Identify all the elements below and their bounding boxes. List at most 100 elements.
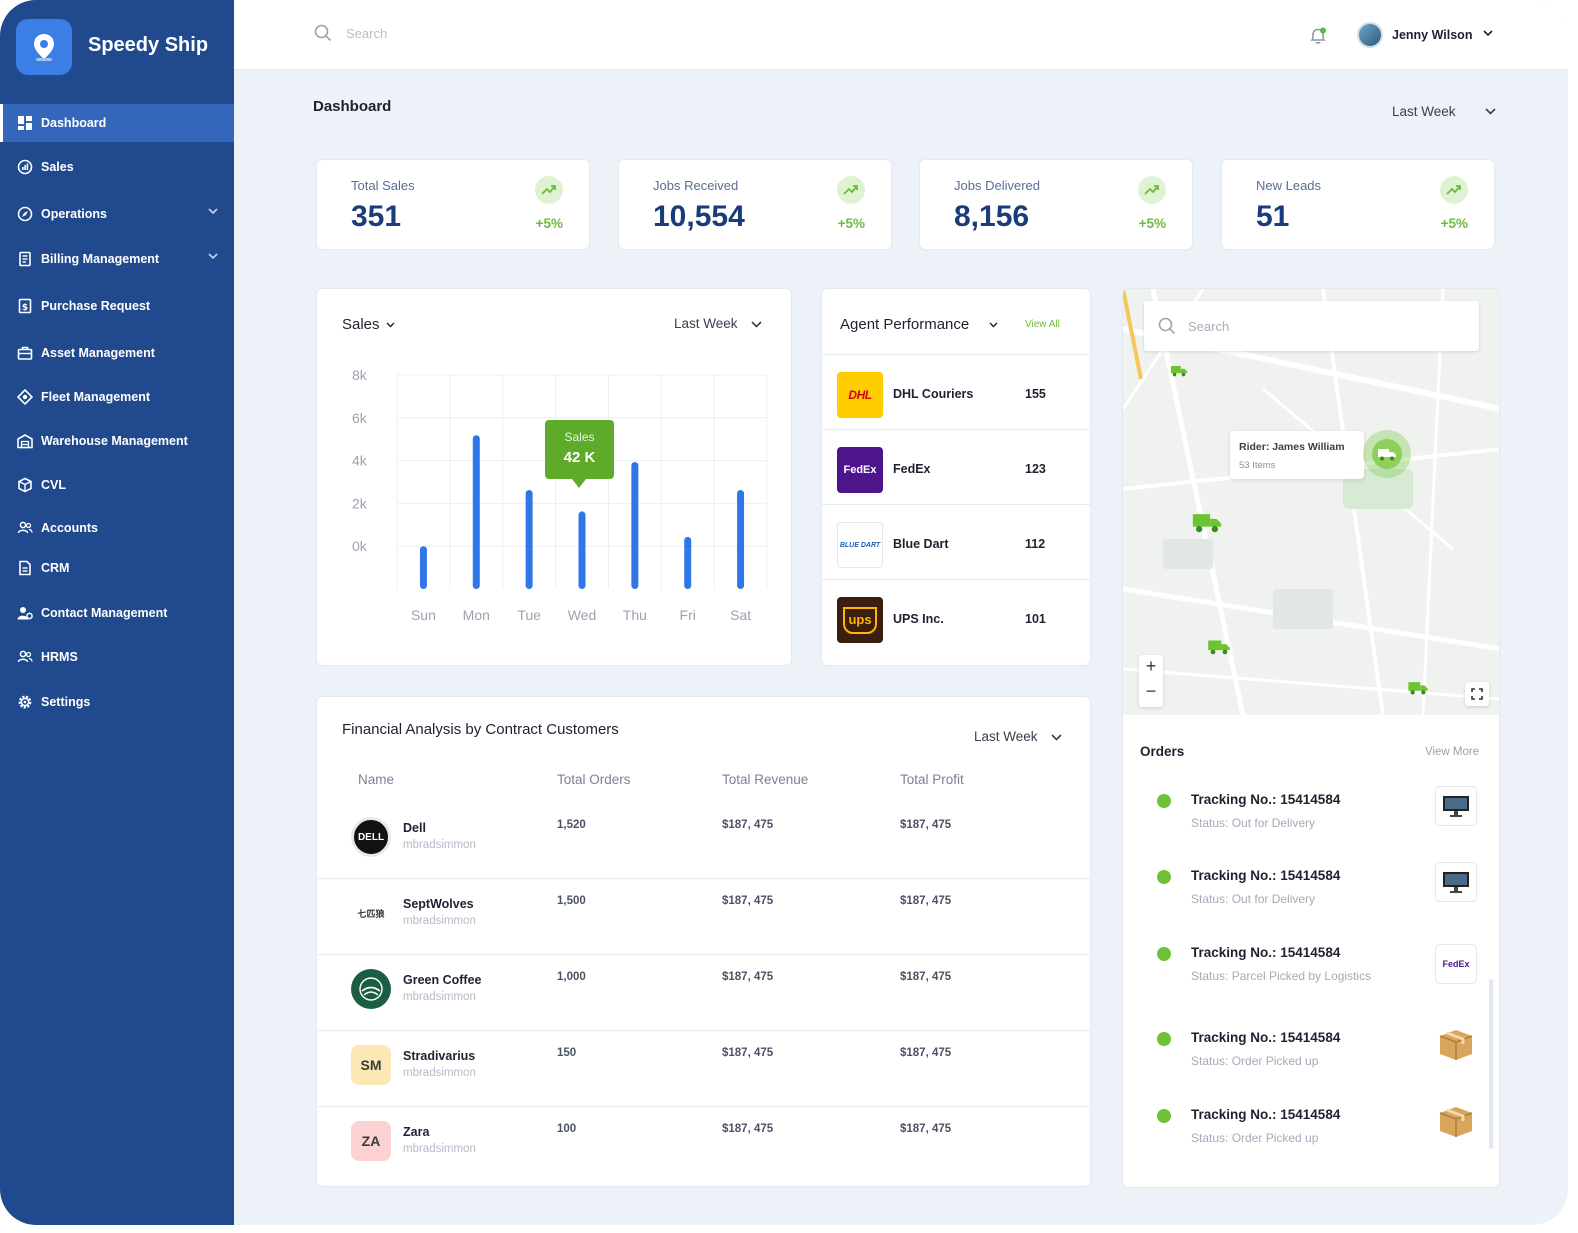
truck-icon[interactable]	[1407, 680, 1429, 695]
box-icon	[17, 477, 33, 493]
table-row[interactable]: 七匹狼 SeptWolves mbradsimmon 1,500 $187, 4…	[317, 879, 1091, 955]
bar-sat[interactable]	[737, 490, 745, 589]
user-name[interactable]: Jenny Wilson	[1392, 28, 1473, 42]
zoom-out-button[interactable]: −	[1145, 681, 1157, 701]
column-header-name[interactable]: Name	[358, 772, 395, 787]
chevron-down-icon[interactable]	[1485, 108, 1496, 115]
trend-up-icon	[837, 176, 865, 204]
total-orders: 1,520	[557, 819, 586, 831]
package-icon	[1435, 1101, 1477, 1141]
status-dot	[1157, 870, 1171, 884]
trend-up-icon	[1138, 176, 1166, 204]
column-header-profit[interactable]: Total Profit	[900, 772, 964, 787]
total-profit: $187, 475	[900, 1123, 952, 1135]
sales-period-select[interactable]: Last Week	[674, 316, 738, 331]
order-item[interactable]: Tracking No.: 15414584 Status: Order Pic…	[1123, 1101, 1499, 1171]
sidebar-item-crm[interactable]: CRM	[0, 549, 234, 587]
sidebar-item-fleet-management[interactable]: Fleet Management	[0, 378, 234, 416]
truck-icon[interactable]	[1207, 638, 1231, 655]
orders-scrollbar[interactable]	[1489, 979, 1493, 1149]
chart-icon	[17, 159, 33, 175]
order-status: Status: Order Picked up	[1191, 1054, 1319, 1068]
dashboard-icon	[17, 115, 33, 131]
bar-fri[interactable]	[684, 536, 692, 589]
notification-bell-icon[interactable]	[1308, 26, 1328, 46]
map-zoom-control: + −	[1139, 655, 1163, 707]
x-tick-label: Mon	[463, 607, 490, 623]
bar-wed[interactable]	[578, 511, 586, 589]
bar-mon[interactable]	[472, 435, 480, 589]
sidebar-item-sales[interactable]: Sales	[0, 148, 234, 186]
bar-sun[interactable]	[419, 546, 427, 589]
kpi-label: Jobs Delivered	[954, 178, 1040, 193]
map-streets	[1123, 289, 1499, 715]
total-revenue: $187, 475	[722, 819, 774, 831]
sidebar-item-dashboard[interactable]: Dashboard	[0, 104, 234, 142]
financial-period-select[interactable]: Last Week	[974, 729, 1038, 744]
view-more-link[interactable]: View More	[1425, 746, 1480, 758]
customer-name: Zara	[403, 1125, 430, 1139]
sidebar-item-accounts[interactable]: Accounts	[0, 509, 234, 547]
order-item[interactable]: Tracking No.: 15414584 Status: Out for D…	[1123, 862, 1499, 932]
search-input[interactable]: Search	[346, 25, 388, 41]
agent-row[interactable]: DHL DHL Couriers 155	[822, 354, 1092, 429]
sidebar-item-operations[interactable]: Operations	[0, 195, 234, 233]
truck-icon[interactable]	[1191, 511, 1223, 533]
bar-thu[interactable]	[631, 461, 639, 589]
order-tracking: Tracking No.: 15414584	[1191, 792, 1341, 807]
column-header-orders[interactable]: Total Orders	[557, 772, 631, 787]
order-item[interactable]: Tracking No.: 15414584 Status: Out for D…	[1123, 786, 1499, 856]
kpi-card-jobs-delivered: Jobs Delivered 8,156 +5%	[919, 159, 1193, 250]
order-item[interactable]: Tracking No.: 15414584 Status: Order Pic…	[1123, 1024, 1499, 1094]
chevron-down-icon[interactable]	[989, 322, 998, 328]
table-row[interactable]: DELL Dell mbradsimmon 1,520 $187, 475 $1…	[317, 803, 1091, 879]
map-search-input[interactable]: Search	[1188, 319, 1230, 334]
chevron-down-icon[interactable]	[1483, 30, 1493, 37]
agent-row[interactable]: BLUE DART Blue Dart 112	[822, 504, 1092, 579]
column-header-revenue[interactable]: Total Revenue	[722, 772, 809, 787]
sidebar-item-warehouse-management[interactable]: Warehouse Management	[0, 422, 234, 460]
rider-marker[interactable]	[1363, 430, 1411, 478]
map-search[interactable]: Search	[1144, 301, 1479, 351]
fullscreen-button[interactable]	[1465, 682, 1489, 706]
zoom-in-button[interactable]: +	[1145, 656, 1157, 676]
sidebar-item-purchase-request[interactable]: $ Purchase Request	[0, 287, 234, 325]
agent-row[interactable]: ups UPS Inc. 101	[822, 579, 1092, 654]
x-tick-label: Wed	[568, 607, 597, 623]
warehouse-icon	[17, 433, 33, 449]
table-row[interactable]: ZA Zara mbradsimmon 100 $187, 475 $187, …	[317, 1107, 1091, 1183]
table-row[interactable]: Green Coffee mbradsimmon 1,000 $187, 475…	[317, 955, 1091, 1031]
avatar[interactable]	[1357, 22, 1383, 48]
truck-icon[interactable]	[1170, 364, 1188, 377]
sales-title[interactable]: Sales	[342, 316, 380, 333]
sidebar-item-asset-management[interactable]: Asset Management	[0, 334, 234, 372]
status-dot	[1157, 1109, 1171, 1123]
sidebar-item-billing[interactable]: Billing Management	[0, 240, 234, 278]
delivery-map[interactable]: Search Rider: James William 53 Items + −	[1123, 289, 1499, 715]
view-all-link[interactable]: View All	[1025, 319, 1060, 330]
sidebar-item-label: CRM	[41, 561, 70, 575]
table-row[interactable]: SM Stradivarius mbradsimmon 150 $187, 47…	[317, 1031, 1091, 1107]
total-orders: 100	[557, 1123, 577, 1135]
stradivarius-initials: SM	[351, 1045, 391, 1085]
agent-score: 112	[1025, 537, 1046, 551]
sidebar-item-cvl[interactable]: CVL	[0, 466, 234, 504]
chevron-down-icon[interactable]	[386, 322, 395, 328]
period-select[interactable]: Last Week	[1392, 104, 1456, 119]
order-item[interactable]: Tracking No.: 15414584 Status: Parcel Pi…	[1123, 939, 1499, 1009]
header-search[interactable]: Search	[314, 24, 387, 42]
chevron-down-icon[interactable]	[751, 321, 762, 328]
y-tick-label: 4k	[352, 453, 368, 469]
brand-logo[interactable]	[16, 19, 72, 75]
bar-tue[interactable]	[525, 490, 533, 589]
agent-row[interactable]: FedEx FedEx 123	[822, 429, 1092, 504]
sidebar-item-settings[interactable]: Settings	[0, 683, 234, 721]
chevron-down-icon[interactable]	[1051, 734, 1062, 741]
sidebar-item-hrms[interactable]: HRMS	[0, 638, 234, 676]
sidebar-item-contact-management[interactable]: Contact Management	[0, 594, 234, 632]
document-icon	[17, 560, 33, 576]
sidebar-item-label: Sales	[41, 160, 74, 174]
agent-performance-title[interactable]: Agent Performance	[840, 316, 970, 333]
dhl-logo: DHL	[837, 372, 883, 418]
order-tracking: Tracking No.: 15414584	[1191, 868, 1341, 883]
